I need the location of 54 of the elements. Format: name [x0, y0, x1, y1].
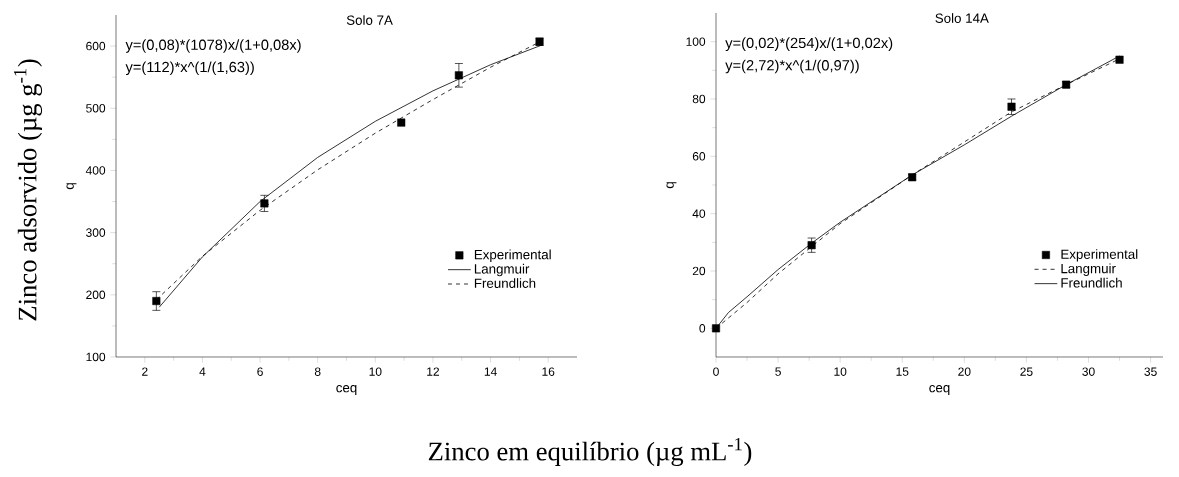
legend-label: Freundlich	[474, 278, 536, 288]
x-tick-label: 10	[834, 367, 847, 376]
text: Zinco adsorvido (µg g$^{-1}$)	[13, 59, 43, 321]
point	[397, 118, 406, 127]
legend-label: Freundlich	[1061, 277, 1122, 288]
legend-label: Langmuir	[1061, 263, 1116, 276]
point	[1007, 102, 1016, 111]
x-tick-label: 14	[484, 367, 497, 376]
y-tick-label: 20	[692, 266, 706, 276]
x-tick-label: 8	[314, 367, 321, 376]
x-tick-label: 5	[775, 367, 781, 376]
point	[454, 71, 463, 80]
y-tick-label: 600	[86, 41, 106, 51]
point	[1115, 55, 1124, 64]
annotation: y=(112)*x^(1/(1,63))	[125, 61, 254, 76]
text: Zinco em equilíbrio (µg mL$^{-1}$)	[428, 437, 752, 467]
y-axis-title: q	[666, 182, 677, 189]
point	[712, 324, 721, 333]
annotation: y=(2,72)*x^(1/(0,97))	[725, 59, 859, 74]
legend-label: Experimental	[474, 249, 551, 262]
y-tick-label: 500	[86, 104, 106, 113]
x-tick-label: 0	[713, 367, 719, 376]
point	[807, 241, 816, 250]
annotation: y=(0,08)*(1078)x/(1+0,08x)	[125, 39, 301, 53]
x-tick-label: 4	[199, 367, 206, 376]
x-tick-label: 12	[427, 367, 440, 376]
point	[260, 199, 269, 208]
point	[152, 297, 161, 306]
y-axis-title: q	[66, 183, 77, 190]
x-tick-label: 2	[142, 367, 148, 376]
x-axis-title: ceq	[336, 385, 357, 395]
y-tick-label: 400	[85, 166, 106, 175]
y-tick-label: 200	[86, 290, 106, 300]
x-tick-label: 25	[1020, 367, 1033, 376]
y-tick-label: 60	[692, 152, 706, 161]
x-axis-title: ceq	[929, 385, 950, 395]
chart-title: Solo 14A	[935, 13, 989, 23]
x-tick-label: 10	[369, 367, 382, 376]
chart-title: Solo 7A	[346, 15, 393, 25]
y-tick-label: 80	[692, 94, 706, 104]
legend-label: Experimental	[1061, 249, 1138, 262]
y-tick-label: 100	[86, 352, 106, 362]
x-tick-label: 35	[1144, 367, 1157, 376]
y-tick-label: 40	[692, 209, 706, 218]
x-tick-label: 20	[958, 367, 971, 376]
y-tick-label: 0	[699, 324, 706, 333]
x-tick-label: 16	[542, 367, 555, 376]
x-tick-label: 30	[1082, 367, 1095, 376]
y-tick-label: 100	[686, 37, 706, 46]
y-tick-label: 300	[86, 228, 106, 237]
x-tick-label: 15	[896, 367, 909, 376]
x-tick-label: 6	[257, 367, 263, 376]
legend-label: Langmuir	[474, 263, 530, 277]
annotation: y=(0,02)*(254)x/(1+0,02x)	[725, 37, 893, 51]
